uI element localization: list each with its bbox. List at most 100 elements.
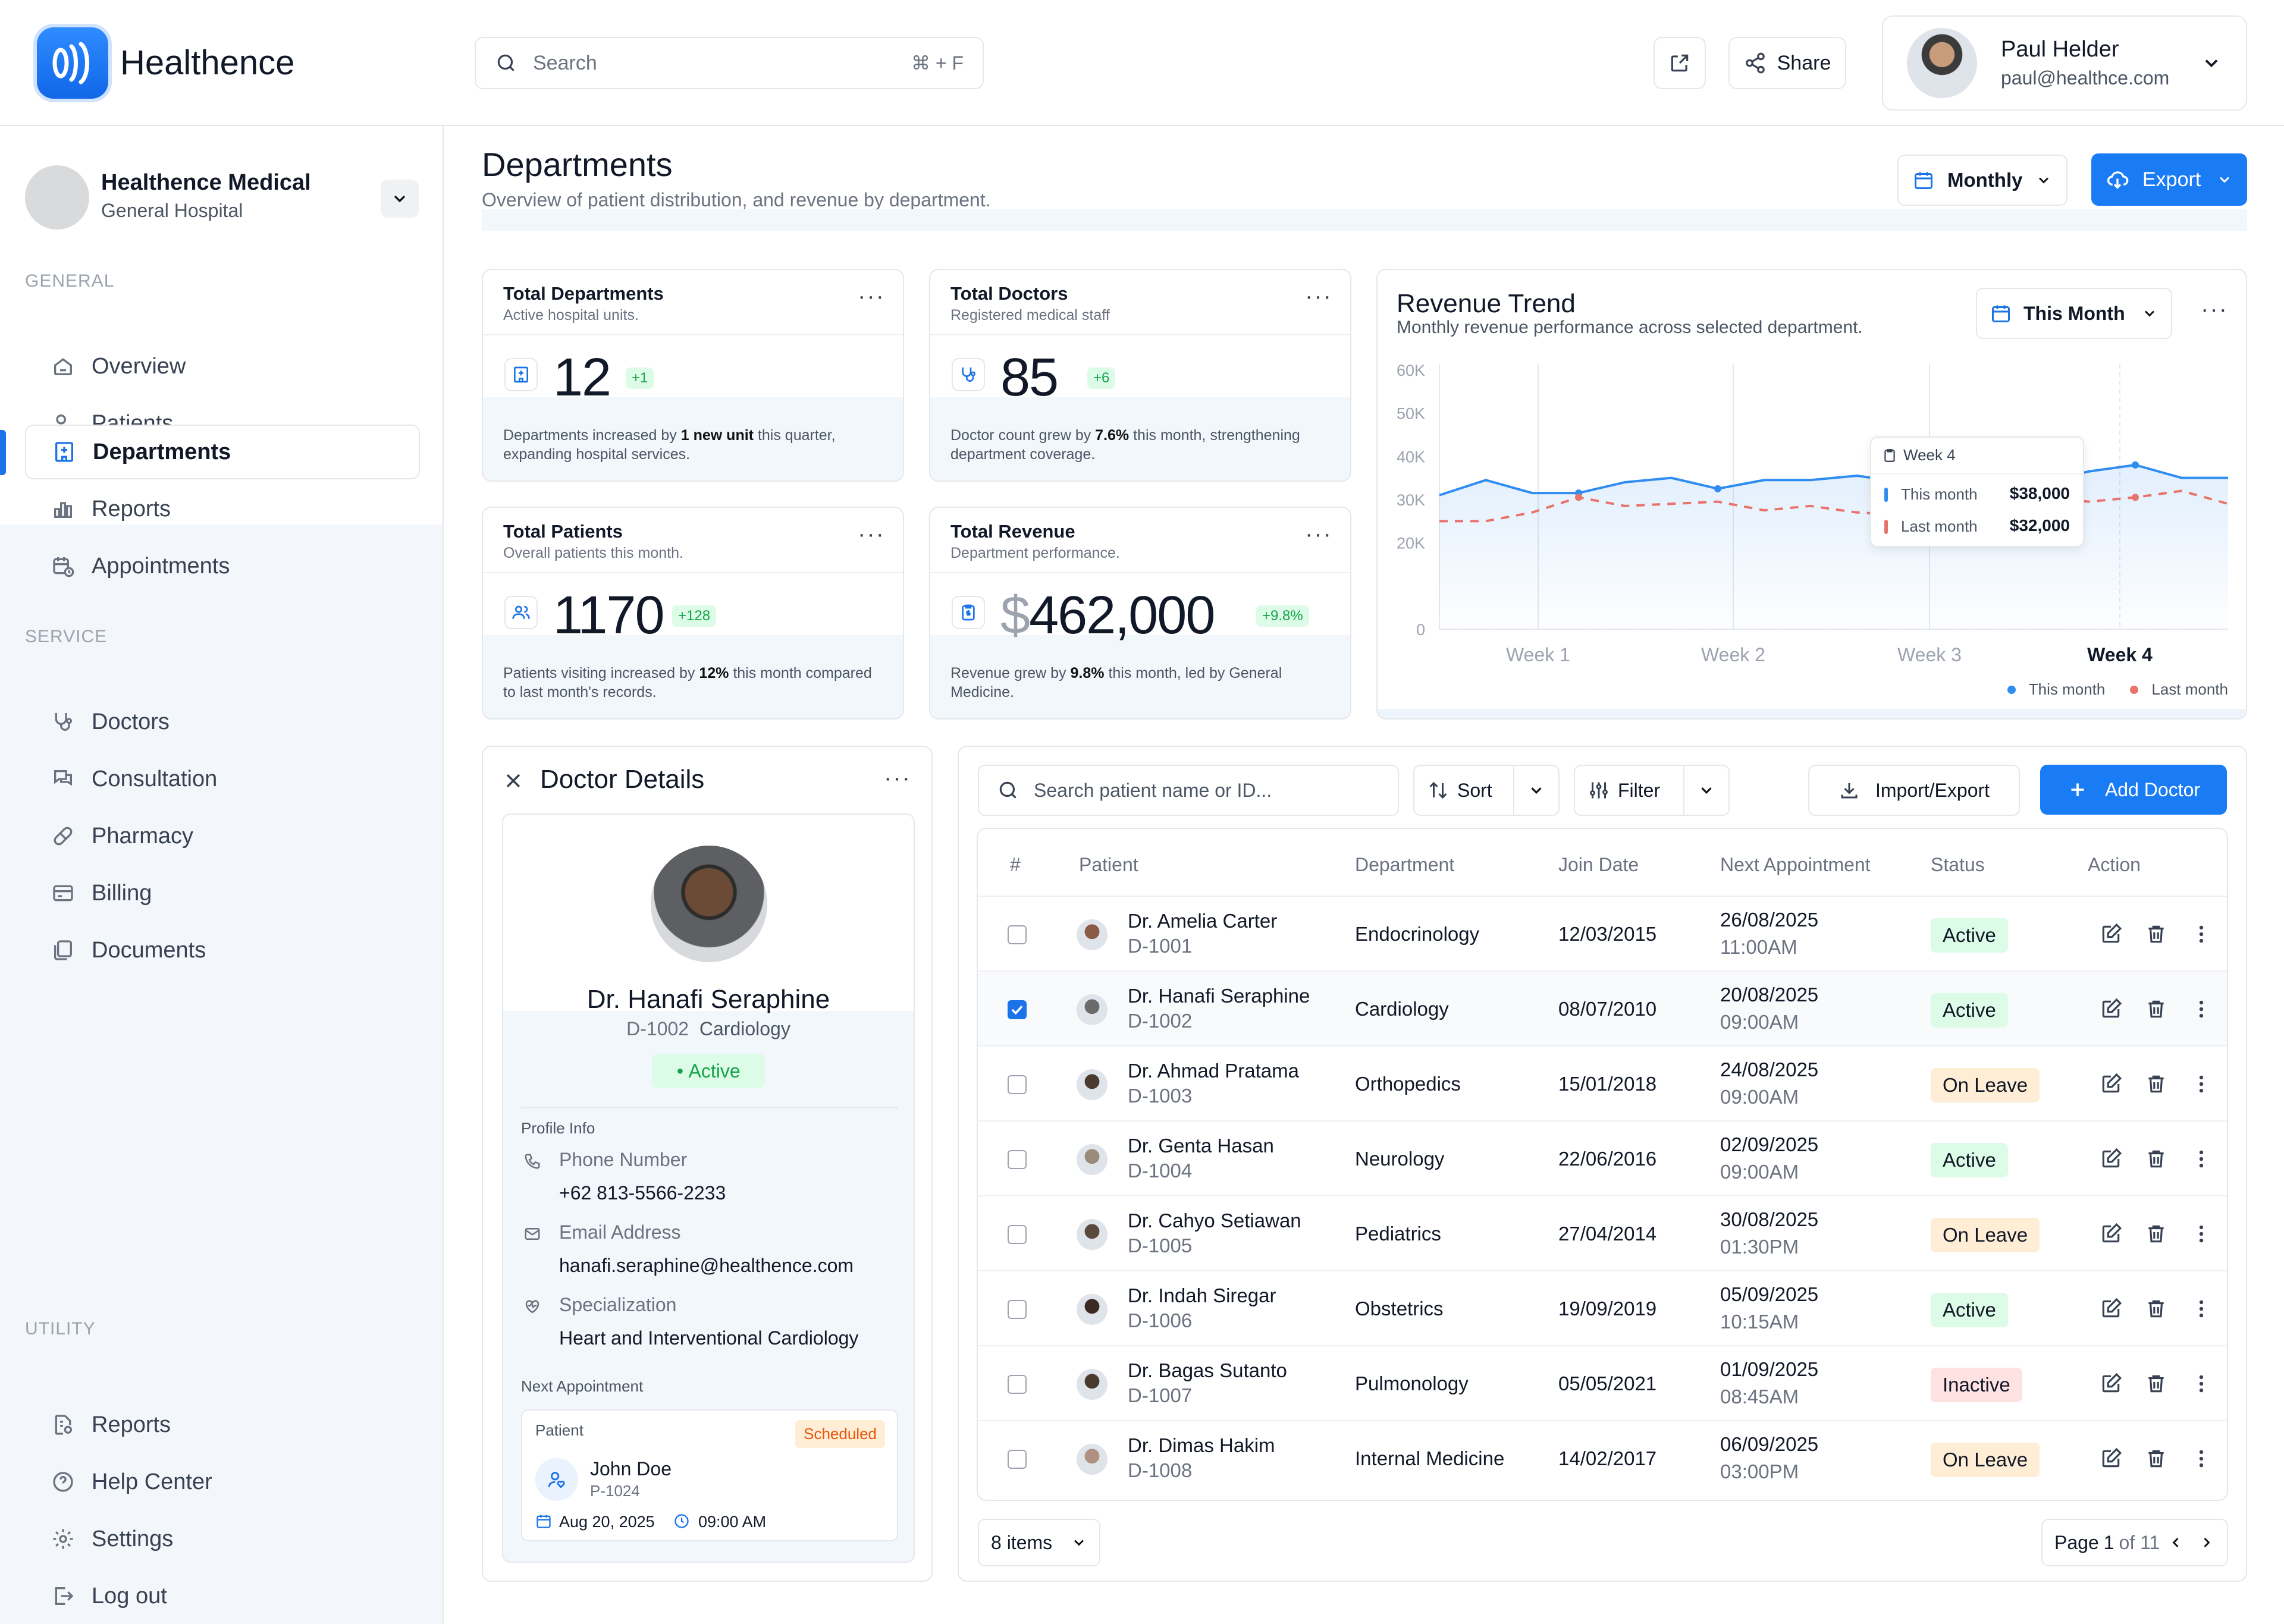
period-select[interactable]: Monthly [1897,155,2067,206]
sidebar-item-logout[interactable]: Log out [25,1569,420,1623]
chevron-down-icon [2035,172,2052,189]
sidebar-item-departments[interactable]: Departments [25,425,420,479]
import-export-button[interactable]: Import/Export [1808,765,2020,816]
chevron-left-icon[interactable] [2167,1534,2184,1551]
card-body [483,335,903,480]
table-row[interactable]: Dr. Genta Hasan D-1004 Neurology 22/06/2016… [978,1120,2227,1195]
trash-icon[interactable] [2145,1447,2167,1470]
more-menu-button[interactable]: ··· [1305,283,1332,309]
sidebar-item-doctors[interactable]: Doctors [25,695,420,749]
sidebar-item-help-center[interactable]: Help Center [25,1455,420,1509]
trash-icon[interactable] [2145,1073,2167,1095]
appointment-card[interactable]: Patient Scheduled John Doe P-1024 Aug 20… [521,1409,898,1541]
edit-icon[interactable] [2100,1372,2122,1395]
doctor-name: Dr. Hanafi Seraphine [1128,985,1310,1007]
edit-icon[interactable] [2100,1148,2122,1170]
chart-period-select[interactable]: This Month [1976,288,2172,339]
edit-icon[interactable] [2100,1223,2122,1245]
row-checkbox[interactable] [1008,925,1027,944]
trash-icon[interactable] [2145,998,2167,1020]
edit-icon[interactable] [2100,1298,2122,1320]
panel-title: Doctor Details [540,765,705,794]
chevron-down-icon [2141,305,2158,322]
add-doctor-button[interactable]: Add Doctor [2040,765,2227,815]
share-button[interactable]: Share [1728,37,1846,89]
more-vertical-icon[interactable] [2190,998,2213,1020]
stethoscope-icon [952,358,985,391]
search-placeholder: Search patient name or ID... [1034,779,1272,801]
sidebar-item-appointments[interactable]: Appointments [25,539,420,593]
edit-icon[interactable] [2100,998,2122,1020]
sidebar-item-overview[interactable]: Overview [25,339,420,394]
more-vertical-icon[interactable] [2190,1223,2213,1245]
sort-arrows-icon [1428,780,1449,801]
trash-icon[interactable] [2145,1372,2167,1395]
close-icon[interactable] [503,771,523,791]
more-vertical-icon[interactable] [2190,1148,2213,1170]
table-row[interactable]: Dr. Hanafi Seraphine D-1002 Cardiology 08/0… [978,970,2227,1045]
status-badge: Active [1931,993,2008,1028]
sidebar-item-documents[interactable]: Documents [25,923,420,978]
more-vertical-icon[interactable] [2190,1372,2213,1395]
table-row[interactable]: Dr. Cahyo Setiawan D-1005 Pediatrics 27/04/… [978,1195,2227,1270]
appointment-date: 06/09/2025 [1720,1433,1819,1455]
table-row[interactable]: Dr. Amelia Carter D-1001 Endocrinology 12/0… [978,896,2227,970]
trash-icon[interactable] [2145,923,2167,945]
search-icon [495,52,517,74]
row-checkbox[interactable] [1008,1000,1027,1019]
table-row[interactable]: Dr. Bagas Sutanto D-1007 Pulmonology 05/05/… [978,1345,2227,1420]
edit-icon[interactable] [2100,923,2122,945]
row-actions [2100,1447,2213,1470]
more-vertical-icon[interactable] [2190,923,2213,945]
sidebar-item-reports[interactable]: Reports [25,482,420,536]
active-indicator [0,430,6,475]
row-checkbox[interactable] [1008,1075,1027,1094]
sidebar-item-utility-reports[interactable]: Reports [25,1397,420,1452]
appointment-date: 30/08/2025 [1720,1208,1819,1230]
more-vertical-icon[interactable] [2190,1298,2213,1320]
page-size-select[interactable]: 8 items [978,1519,1100,1566]
sidebar-item-settings[interactable]: Settings [25,1512,420,1566]
join-date: 19/09/2019 [1558,1298,1657,1320]
org-switch-button[interactable] [381,180,419,218]
edit-icon[interactable] [2100,1447,2122,1470]
table-search-input[interactable]: Search patient name or ID... [978,765,1399,816]
sidebar-item-billing[interactable]: Billing [25,866,420,921]
sort-button[interactable]: Sort [1413,765,1560,816]
row-checkbox[interactable] [1008,1450,1027,1469]
table-row[interactable]: Dr. Dimas Hakim D-1008 Internal Medicine 14… [978,1420,2227,1495]
kpi-badge: +6 [1087,367,1116,389]
chevron-right-icon[interactable] [2198,1534,2215,1551]
more-menu-button[interactable]: ··· [858,521,885,547]
trash-icon[interactable] [2145,1148,2167,1170]
edit-icon[interactable] [2100,1073,2122,1095]
export-button[interactable]: Export [2091,153,2247,206]
data-point [1714,485,1721,492]
open-external-button[interactable] [1654,37,1706,89]
sidebar-item-consultation[interactable]: Consultation [25,752,420,806]
card-bottom-band [1378,709,2246,718]
more-menu-button[interactable]: ··· [884,765,911,791]
trash-icon[interactable] [2145,1223,2167,1245]
more-vertical-icon[interactable] [2190,1073,2213,1095]
filter-button[interactable]: Filter [1574,765,1730,816]
user-menu[interactable]: Paul Helder paul@healthce.com [1882,15,2247,111]
table-row[interactable]: Dr. Indah Siregar D-1006 Obstetrics 19/09/2… [978,1270,2227,1345]
export-label: Export [2142,168,2201,191]
more-menu-button[interactable]: ··· [2201,296,2228,322]
sidebar-item-pharmacy[interactable]: Pharmacy [25,809,420,863]
trash-icon[interactable] [2145,1298,2167,1320]
column-header-action: Action [2088,854,2141,875]
row-checkbox[interactable] [1008,1150,1027,1169]
table-row[interactable]: Dr. Ahmad Pratama D-1003 Orthopedics 15/01/… [978,1045,2227,1120]
global-search[interactable]: Search ⌘ + F [475,37,984,89]
more-menu-button[interactable]: ··· [1305,521,1332,547]
profile-info-label: Profile Info [521,1119,595,1137]
more-menu-button[interactable]: ··· [858,283,885,309]
row-checkbox[interactable] [1008,1375,1027,1394]
more-vertical-icon[interactable] [2190,1447,2213,1470]
row-checkbox[interactable] [1008,1225,1027,1244]
gear-icon [51,1527,75,1551]
revenue-trend-card: Revenue Trend Monthly revenue performanc… [1376,269,2247,720]
row-checkbox[interactable] [1008,1300,1027,1319]
